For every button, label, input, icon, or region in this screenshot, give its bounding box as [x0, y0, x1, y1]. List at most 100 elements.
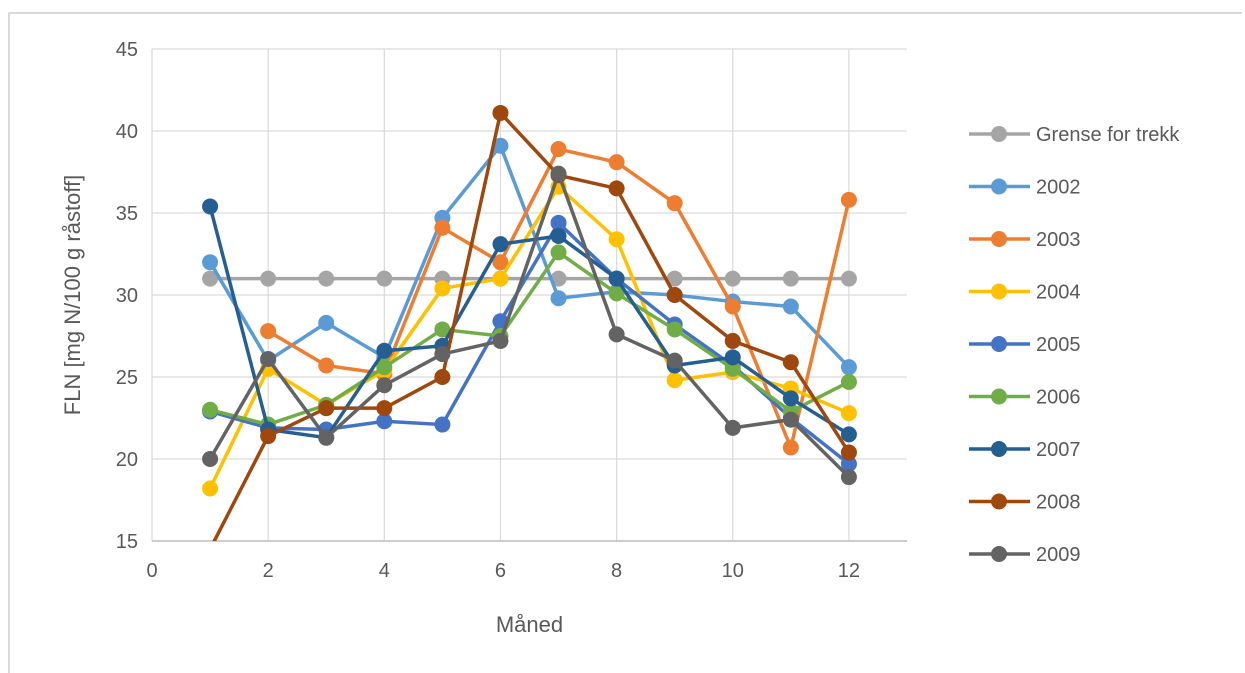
data-point	[608, 285, 625, 302]
data-point	[840, 455, 857, 472]
data-point	[376, 342, 393, 359]
data-point	[666, 352, 683, 369]
legend-marker	[991, 388, 1007, 405]
data-point	[202, 451, 219, 467]
data-point	[434, 346, 451, 363]
data-point	[782, 390, 799, 407]
data-point	[492, 254, 509, 271]
chart-frame	[8, 12, 1242, 673]
data-point	[550, 290, 567, 307]
x-tick-label: 8	[611, 560, 622, 582]
legend-item: 2005	[969, 334, 1081, 356]
data-point	[260, 428, 277, 445]
legend-label: Grense for trekk	[1036, 124, 1180, 146]
data-point	[666, 372, 683, 389]
legend-label: 2003	[1036, 229, 1081, 251]
data-point	[434, 219, 451, 236]
data-point	[550, 244, 567, 261]
x-axis-title: Måned	[496, 612, 563, 637]
legend-label: 2005	[1036, 334, 1081, 356]
data-point	[202, 198, 219, 215]
series-2007	[202, 198, 857, 446]
data-point	[782, 354, 799, 371]
data-point	[840, 426, 857, 443]
data-point	[840, 191, 857, 208]
series-line	[208, 205, 850, 440]
data-point	[376, 413, 393, 430]
data-point	[202, 480, 219, 497]
data-point	[840, 359, 857, 376]
data-point	[724, 349, 741, 366]
legend-marker	[991, 126, 1007, 142]
data-point	[318, 270, 335, 287]
data-point	[202, 541, 218, 557]
data-point	[782, 439, 799, 456]
axes: 15 20 25 30 35 40 45 0 2 4 6 8 10 12	[116, 39, 907, 582]
y-tick-label: 30	[116, 285, 138, 307]
legend-label: 2007	[1036, 439, 1081, 461]
series-2009	[202, 165, 857, 486]
legend-item: 2004	[969, 282, 1081, 304]
legend-label: 2002	[1036, 177, 1081, 199]
legend-item: 2006	[969, 387, 1081, 409]
data-point	[376, 377, 393, 394]
data-point	[202, 270, 219, 287]
data-point	[318, 400, 335, 417]
series-lines	[202, 104, 857, 557]
data-point	[260, 270, 277, 287]
legend-item: 2002	[969, 177, 1081, 199]
data-point	[550, 227, 567, 244]
data-point	[608, 180, 625, 197]
data-point	[376, 400, 393, 417]
data-point	[840, 270, 857, 287]
data-point	[666, 287, 683, 303]
data-point	[318, 314, 335, 331]
legend-label: 2006	[1036, 387, 1081, 409]
series-line	[208, 144, 851, 369]
data-point	[666, 321, 683, 338]
data-point	[724, 298, 741, 315]
data-point	[434, 321, 451, 338]
data-point	[840, 405, 857, 422]
y-tick-label: 35	[116, 203, 138, 225]
x-tick-label: 2	[263, 560, 274, 582]
legend-marker	[991, 441, 1007, 457]
data-point	[724, 360, 741, 377]
data-point	[260, 323, 277, 340]
x-tick-label: 10	[722, 560, 744, 582]
data-point	[840, 444, 857, 461]
data-point	[608, 154, 625, 171]
data-point	[376, 359, 393, 376]
y-tick-label: 40	[116, 121, 138, 143]
data-point	[376, 270, 393, 287]
data-point	[434, 369, 451, 385]
data-point	[434, 416, 451, 433]
series-2003	[260, 141, 857, 456]
data-point	[492, 270, 509, 287]
legend-marker	[991, 546, 1007, 562]
data-point	[782, 411, 799, 428]
series-2006	[202, 244, 857, 433]
legend-marker	[991, 283, 1007, 300]
data-point	[550, 165, 567, 182]
data-point	[550, 141, 567, 158]
data-point	[492, 104, 509, 121]
y-tick-label: 20	[116, 449, 138, 471]
x-tick-label: 12	[838, 560, 860, 582]
data-point	[608, 270, 625, 287]
y-tick-label: 25	[116, 367, 138, 389]
legend-marker	[991, 231, 1007, 247]
data-point	[724, 332, 741, 349]
data-point	[666, 195, 683, 212]
legend-item: 2003	[969, 229, 1081, 251]
data-point	[260, 350, 277, 367]
legend-label: 2008	[1036, 492, 1081, 514]
data-point	[608, 326, 625, 343]
y-tick-label: 15	[116, 531, 138, 553]
legend-marker	[991, 336, 1007, 352]
data-point	[318, 357, 335, 374]
data-point	[202, 254, 219, 271]
data-point	[434, 280, 451, 297]
data-point	[724, 270, 741, 287]
